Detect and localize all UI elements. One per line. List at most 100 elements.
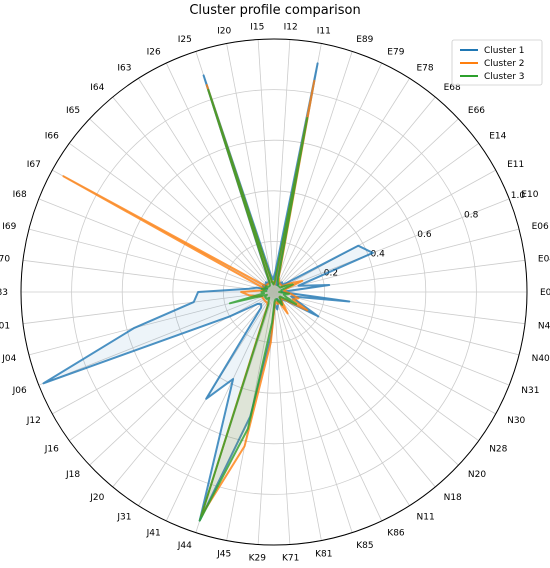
grid-spoke: [273, 228, 520, 293]
category-label: J45: [216, 549, 231, 559]
category-label: K86: [387, 529, 405, 539]
grid: 0.2 0.4 0.6 0.8 1.0: [20, 38, 528, 546]
series-line: [198, 88, 309, 522]
category-label: K85: [356, 541, 373, 551]
category-label: I69: [2, 222, 16, 232]
grid-spoke: [273, 142, 479, 293]
grid-spoke: [273, 51, 353, 293]
series-layer: [42, 62, 374, 522]
category-label: J18: [65, 470, 80, 480]
grid-spoke: [273, 78, 410, 293]
radial-tick-label: 0.2: [324, 269, 338, 279]
grid-spoke: [273, 291, 510, 386]
category-label: I63: [117, 63, 131, 73]
category-label: E10: [521, 190, 538, 200]
category-label: E68: [444, 83, 461, 93]
category-label: I66: [45, 132, 59, 142]
category-label: I67: [27, 160, 41, 170]
category-label: K81: [315, 549, 332, 559]
grid-spoke: [22, 291, 275, 325]
category-label: N30: [507, 416, 525, 426]
legend-box: [451, 39, 543, 86]
radial-tick-label: 1.0: [511, 191, 526, 201]
grid-spoke: [257, 39, 275, 293]
category-label: I68: [13, 190, 27, 200]
category-label: E04: [538, 255, 550, 265]
grid-spoke: [273, 291, 479, 442]
grid-spoke: [273, 291, 353, 533]
radial-tick-label: 0.4: [370, 249, 385, 259]
grid-spoke: [89, 291, 275, 466]
grid-spoke: [138, 78, 275, 293]
category-label: J12: [26, 416, 41, 426]
grid-spoke: [89, 118, 275, 293]
category-label: N11: [417, 513, 435, 523]
grid-spoke: [112, 96, 275, 293]
category-label: I11: [317, 27, 331, 37]
category-label: I26: [147, 47, 161, 57]
category-label: E66: [468, 106, 485, 116]
category-label: N20: [468, 470, 486, 480]
legend-label: Cluster 3: [484, 72, 525, 82]
grid-spoke: [273, 62, 383, 293]
category-label: I83: [0, 288, 8, 298]
grid-spoke: [273, 291, 291, 545]
grid-spoke: [69, 142, 275, 293]
grid-spoke: [273, 291, 459, 466]
category-label: E78: [417, 63, 434, 73]
grid-spoke: [165, 62, 275, 293]
category-label: E14: [489, 132, 506, 142]
category-label: E89: [356, 35, 373, 45]
radial-tick-label: 0.8: [464, 211, 479, 221]
grid-spoke: [28, 228, 275, 293]
category-label: J41: [146, 529, 161, 539]
category-label: I64: [90, 83, 104, 93]
series-line: [62, 79, 316, 517]
category-label: J16: [44, 444, 59, 454]
category-label: J01: [0, 321, 10, 331]
outer-frame: [20, 38, 528, 546]
category-label: I65: [66, 106, 80, 116]
grid-spoke: [165, 291, 275, 522]
grid-spoke: [273, 291, 410, 506]
legend-label: Cluster 1: [484, 46, 525, 56]
category-label: I70: [0, 255, 10, 265]
grid-spoke: [273, 169, 496, 293]
category-label: E03: [540, 288, 550, 298]
grid-spoke: [273, 198, 510, 293]
category-label: N40: [532, 354, 550, 364]
grid-spoke: [273, 291, 520, 356]
grid-spoke: [273, 96, 436, 293]
category-label: E79: [387, 47, 404, 57]
grid-spoke: [112, 291, 275, 488]
category-label: E06: [532, 222, 549, 232]
category-labels: E03 E04 E06 E10 E11 E14 E66 E68 E78 E79 E89 I11 I12 I…: [0, 23, 550, 564]
category-label: I15: [250, 23, 264, 33]
category-label: N31: [521, 386, 539, 396]
grid-spoke: [38, 198, 275, 293]
grid-spoke: [273, 291, 322, 541]
category-label: J06: [12, 386, 27, 396]
grid-spoke: [273, 291, 436, 488]
grid-spoke: [22, 259, 275, 293]
category-label: E11: [507, 160, 524, 170]
chart-title: Cluster profile comparison: [189, 3, 360, 18]
category-label: J44: [177, 541, 192, 551]
category-label: N28: [489, 444, 507, 454]
grid-spoke: [273, 39, 291, 293]
category-label: K71: [282, 554, 299, 564]
category-label: N18: [444, 493, 462, 503]
grid-spoke: [226, 43, 275, 293]
category-label: J20: [89, 493, 104, 503]
category-label: I25: [178, 35, 192, 45]
radial-tick-label: 0.6: [417, 230, 432, 240]
category-label: K29: [249, 554, 267, 564]
grid-spoke: [38, 291, 275, 386]
category-label: I12: [284, 23, 298, 33]
grid-spoke: [273, 291, 383, 522]
legend: Cluster 1 Cluster 2 Cluster 3: [451, 39, 543, 86]
legend-label: Cluster 2: [484, 59, 525, 69]
category-label: I20: [217, 27, 231, 37]
grid-spoke: [273, 118, 459, 293]
